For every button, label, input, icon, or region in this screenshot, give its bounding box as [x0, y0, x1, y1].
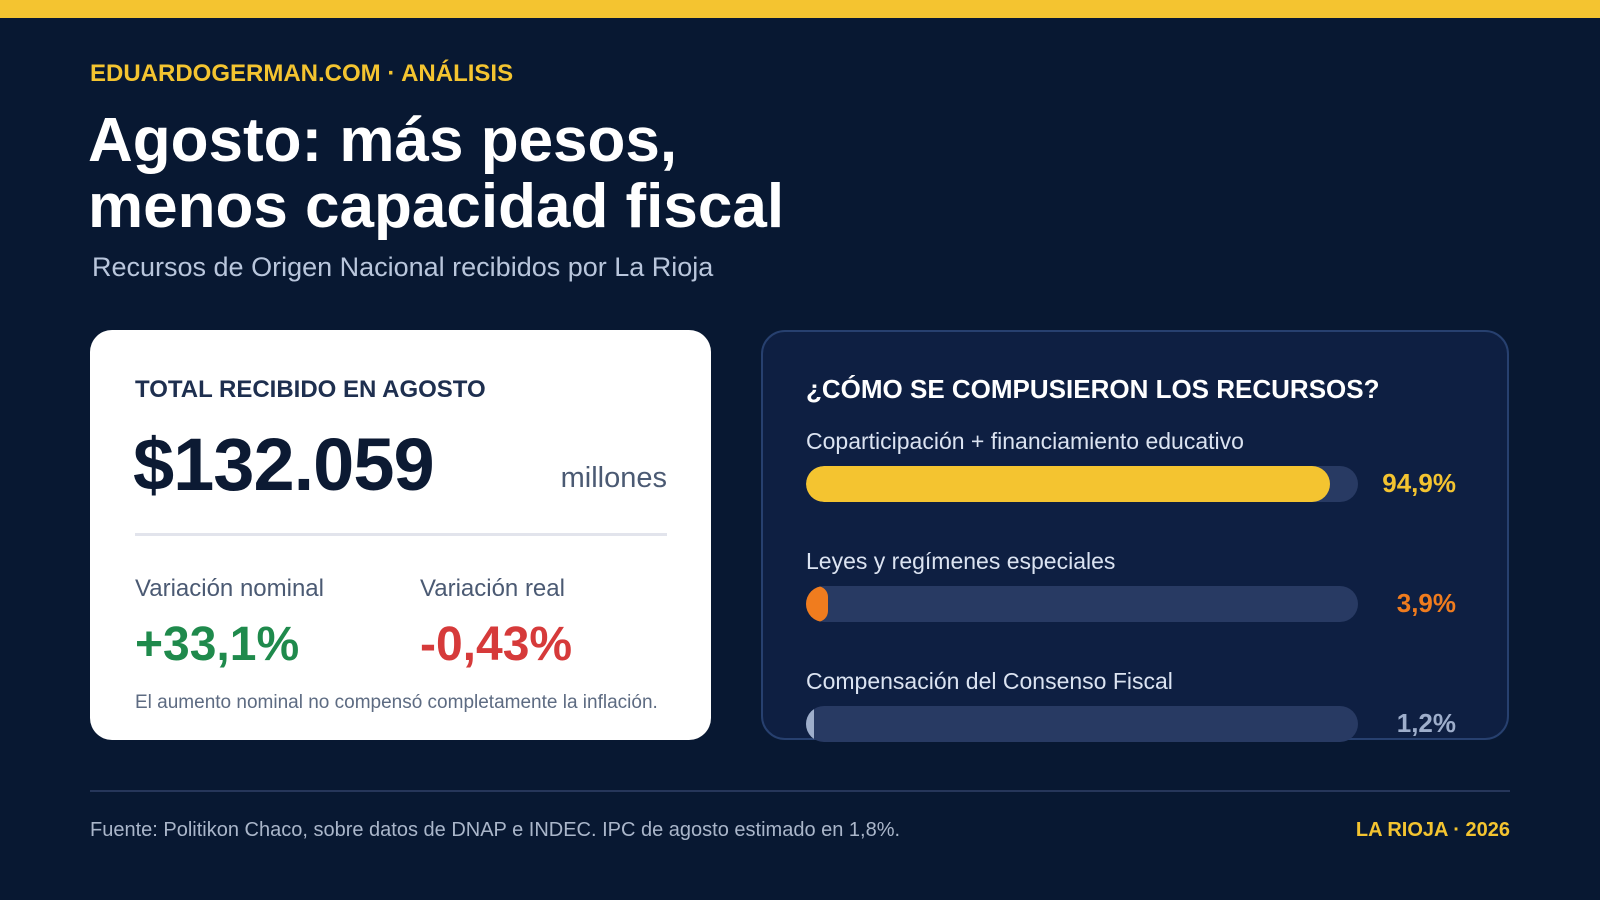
real-variation: Variación real -0,43%	[420, 575, 572, 672]
composition-card: ¿CÓMO SE COMPUSIERON LOS RECURSOS? Copar…	[761, 330, 1509, 742]
source-note: Fuente: Politikon Chaco, sobre datos de …	[90, 819, 901, 841]
total-label: TOTAL RECIBIDO EN AGOSTO	[135, 376, 486, 403]
bar-value-label: 3,9%	[1396, 588, 1456, 618]
bar-fill	[806, 466, 1330, 502]
card-divider	[135, 533, 667, 536]
nominal-variation: Variación nominal +33,1%	[135, 575, 324, 672]
footer-tag: LA RIOJA · 2026	[1355, 819, 1510, 841]
bar-value-label: 1,2%	[1396, 708, 1456, 738]
footer-divider	[90, 790, 1510, 792]
nominal-variation-value: +33,1%	[135, 618, 300, 671]
inflation-note: El aumento nominal no compensó completam…	[135, 692, 658, 713]
bar-fill	[806, 706, 814, 742]
total-value: $132.059	[133, 423, 435, 506]
bar-track	[806, 586, 1358, 622]
top-accent-bar	[0, 0, 1600, 18]
composition-title: ¿CÓMO SE COMPUSIERON LOS RECURSOS?	[806, 374, 1380, 404]
composition-row: Leyes y regímenes especiales 3,9%	[806, 548, 1466, 648]
site-kicker: EDUARDOGERMAN.COM · ANÁLISIS	[90, 60, 514, 87]
bar-label: Leyes y regímenes especiales	[806, 548, 1116, 574]
title-line-2: menos capacidad fiscal	[88, 172, 785, 241]
composition-row: Coparticipación + financiamiento educati…	[806, 428, 1466, 528]
bar-track	[806, 706, 1358, 742]
page-title: Agosto: más pesos, menos capacidad fisca…	[88, 108, 784, 240]
real-variation-label: Variación real	[420, 575, 565, 602]
real-variation-value: -0,43%	[420, 618, 573, 671]
total-received-card: TOTAL RECIBIDO EN AGOSTO $132.059 millon…	[90, 330, 711, 740]
bar-track	[806, 466, 1358, 502]
nominal-variation-label: Variación nominal	[135, 575, 324, 602]
bar-value-label: 94,9%	[1382, 468, 1456, 498]
title-line-1: Agosto: más pesos,	[88, 106, 678, 175]
composition-row: Compensación del Consenso Fiscal 1,2%	[806, 668, 1466, 768]
total-unit: millones	[560, 462, 667, 494]
bar-label: Coparticipación + financiamiento educati…	[806, 428, 1244, 454]
bar-label: Compensación del Consenso Fiscal	[806, 668, 1173, 694]
bar-fill	[806, 586, 828, 622]
page-subtitle: Recursos de Origen Nacional recibidos po…	[92, 252, 714, 282]
